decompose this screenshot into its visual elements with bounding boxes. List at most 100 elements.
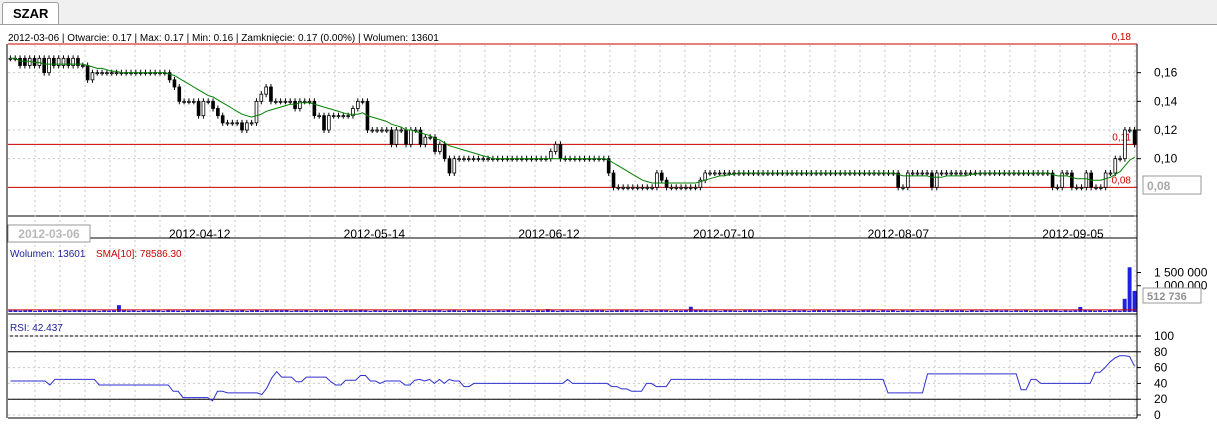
x-tick-label: 2012-07-10 (693, 227, 755, 241)
candle-body (90, 72, 95, 81)
volume-bar (639, 310, 644, 312)
volume-bar (269, 310, 274, 312)
volume-bar (738, 310, 743, 312)
volume-bar (752, 310, 757, 312)
volume-bar (881, 310, 886, 312)
volume-bar (33, 310, 38, 312)
candle-body (1108, 172, 1113, 175)
price-tick-label: 0,12 (1154, 123, 1178, 137)
volume-bar (821, 310, 826, 312)
candle-body (466, 158, 471, 161)
candle-body (679, 186, 683, 189)
candle-body (1070, 172, 1074, 188)
volume-bar (782, 310, 787, 312)
volume-bar (659, 310, 664, 312)
volume-bar (614, 310, 619, 312)
candle-body (418, 129, 423, 145)
candle-body (216, 108, 220, 117)
candle-body (76, 57, 80, 66)
volume-bar (969, 310, 974, 312)
volume-bar (964, 310, 969, 312)
candle-body (346, 115, 350, 118)
volume-bar (146, 310, 151, 312)
candle-body (206, 100, 211, 103)
volume-bar (156, 310, 161, 312)
volume-bar (1102, 310, 1107, 312)
volume-bar (674, 310, 678, 312)
candle-body (433, 136, 437, 152)
candle-body (1060, 172, 1065, 188)
volume-bar (1029, 310, 1033, 312)
volume-bar (1098, 310, 1102, 312)
candle-body (187, 100, 191, 103)
candle-body (278, 100, 283, 103)
candle-body (177, 86, 182, 102)
candle-body (312, 100, 317, 117)
volume-bar (486, 310, 491, 312)
volume-bar (427, 310, 432, 312)
volume-bar (1073, 310, 1078, 312)
volume-bar (43, 310, 47, 312)
candle-body (109, 72, 114, 75)
volume-bar (703, 310, 708, 312)
volume-bar (511, 310, 516, 312)
volume-bar (190, 310, 195, 312)
volume-bar (210, 309, 215, 312)
volume-bar (185, 310, 190, 312)
volume-bar (471, 310, 476, 312)
candle-body (727, 172, 732, 175)
volume-tick-label: 1 500 000 (1154, 266, 1208, 280)
volume-bar (545, 309, 550, 312)
candle-body (182, 100, 186, 103)
volume-bar (8, 310, 13, 312)
volume-bar (141, 310, 146, 312)
candle-body (674, 186, 679, 189)
volume-bar (886, 310, 890, 312)
stock-chart: 0,180,110,08 0,160,140,120,101 500 0001 … (6, 32, 1208, 422)
candle-body (1113, 158, 1118, 174)
volume-bar (555, 310, 560, 312)
volume-bar (905, 310, 910, 312)
candle-body (389, 129, 394, 145)
volume-bar (176, 310, 181, 312)
candle-body (47, 57, 51, 74)
candle-body (302, 100, 307, 103)
candle-body (703, 172, 707, 181)
candle-body (901, 186, 905, 189)
candle-body (486, 158, 490, 161)
candle-body (80, 65, 85, 67)
volume-bar (802, 310, 807, 312)
volume-bar (1132, 290, 1137, 312)
tab-szar[interactable]: SZAR (2, 2, 60, 24)
volume-bar (743, 310, 748, 312)
candle-body (963, 172, 968, 175)
volume-bar (462, 310, 467, 312)
volume-bar (979, 310, 984, 312)
volume-bar (18, 310, 23, 312)
volume-bar (634, 309, 639, 312)
volume-bar (319, 310, 324, 312)
volume-bar (841, 310, 846, 312)
volume-bar (540, 310, 545, 312)
candle-body (664, 179, 669, 188)
candle-body (645, 186, 650, 189)
volume-bar (777, 310, 782, 312)
volume-bar (1014, 310, 1019, 312)
candle-body (968, 172, 973, 175)
candle-body (42, 57, 46, 74)
volume-bar (900, 310, 905, 312)
candle-body (191, 100, 196, 103)
candle-body (920, 172, 925, 175)
volume-bar (225, 310, 230, 312)
volume-bar (1093, 310, 1098, 312)
rsi-label: RSI: 42.437 (10, 323, 63, 334)
volume-bar (713, 310, 718, 312)
volume-bar (363, 310, 368, 312)
volume-bar (570, 310, 575, 312)
candle-body (249, 122, 254, 125)
price-tick-label: 0,14 (1154, 94, 1178, 108)
volume-bar (748, 310, 752, 312)
candle-body (939, 172, 944, 175)
volume-bar (92, 310, 97, 312)
